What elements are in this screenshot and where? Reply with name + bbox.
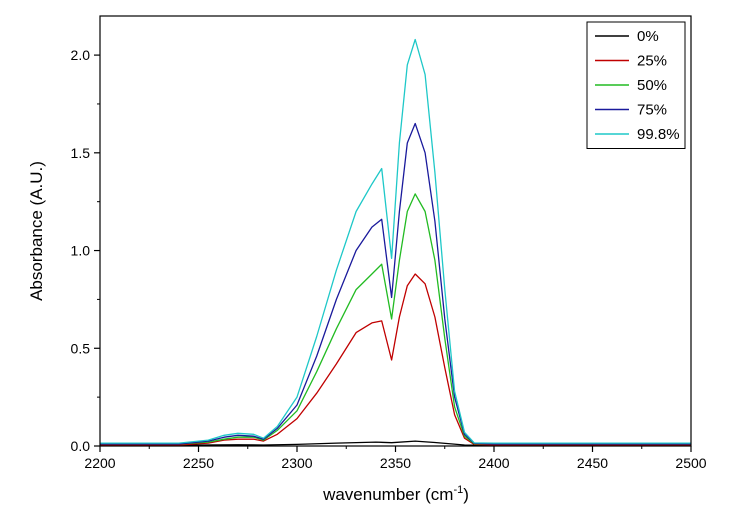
- x-tick-label: 2400: [478, 455, 509, 471]
- y-tick-label: 0.0: [71, 438, 91, 454]
- legend: 0% 25% 50% 75% 99.8%: [586, 21, 686, 149]
- y-tick-label: 1.5: [71, 145, 91, 161]
- x-axis-title-superscript: -1: [453, 484, 463, 496]
- series-line-1: [100, 273, 691, 446]
- tick-labels: 2200 2250 2300 2350 2400 2450 2500 0.0 0.5 1.0 1.5…: [71, 47, 707, 471]
- x-tick-label: 2450: [577, 455, 608, 471]
- y-tick-label: 0.5: [71, 340, 91, 356]
- series-line-3: [100, 122, 691, 445]
- series-line-0: [100, 440, 691, 447]
- series-line-4: [100, 38, 691, 444]
- legend-label: 99.8%: [637, 126, 680, 143]
- tick-marks: [94, 54, 692, 452]
- x-tick-label: 2300: [281, 455, 312, 471]
- y-tick-label: 1.0: [71, 243, 91, 259]
- x-tick-label: 2350: [380, 455, 411, 471]
- x-axis-title: wavenumber (cm-1): [322, 484, 469, 504]
- x-tick-label: 2250: [183, 455, 214, 471]
- x-tick-label: 2500: [675, 455, 706, 471]
- series-lines: [100, 38, 691, 447]
- x-tick-label: 2200: [84, 455, 115, 471]
- y-tick-label: 2.0: [71, 47, 91, 63]
- series-line-2: [100, 193, 691, 445]
- legend-label: 75%: [637, 102, 667, 119]
- y-axis-title: Absorbance (A.U.): [27, 161, 46, 301]
- legend-label: 25%: [637, 53, 667, 70]
- legend-label: 0%: [637, 28, 659, 45]
- legend-label: 50%: [637, 77, 667, 94]
